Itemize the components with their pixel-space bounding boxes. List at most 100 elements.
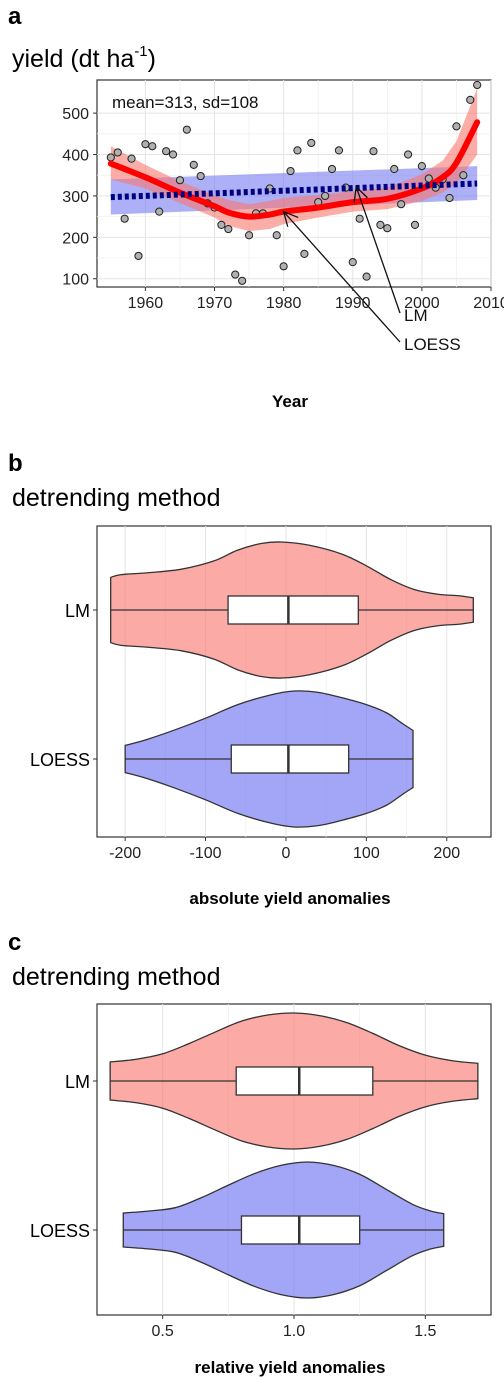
data-point bbox=[189, 160, 198, 169]
panel-a-letter: a bbox=[8, 3, 22, 30]
panel-c-letter: c bbox=[8, 929, 21, 956]
data-point bbox=[383, 224, 392, 233]
data-point bbox=[307, 138, 316, 148]
data-point bbox=[369, 147, 378, 156]
box-lm bbox=[227, 595, 359, 625]
data-point bbox=[141, 140, 150, 149]
data-point bbox=[155, 207, 164, 216]
plot-b-category-loess: LOESS bbox=[30, 750, 90, 770]
x-tick-label: 1.5 bbox=[414, 1323, 436, 1340]
plot-b-xlabel: absolute yield anomalies bbox=[189, 889, 390, 908]
x-tick-label: 0 bbox=[282, 845, 291, 862]
x-tick-label: 1980 bbox=[266, 295, 302, 312]
x-tick-label: 1960 bbox=[128, 295, 164, 312]
data-point bbox=[120, 214, 129, 223]
data-point bbox=[162, 147, 171, 156]
data-point bbox=[452, 122, 461, 131]
plot-c-category-loess: LOESS bbox=[30, 1221, 90, 1241]
box-loess bbox=[240, 1215, 361, 1245]
annotation-mean-sd: mean=313, sd=108 bbox=[112, 93, 259, 112]
data-point bbox=[293, 146, 302, 155]
panel-c-title: detrending method bbox=[12, 963, 220, 991]
data-point bbox=[459, 171, 468, 180]
plot-b-category-lm: LM bbox=[65, 601, 90, 621]
data-point bbox=[321, 191, 330, 201]
data-point bbox=[127, 154, 136, 163]
data-point bbox=[403, 150, 413, 159]
data-point bbox=[334, 146, 344, 155]
data-point bbox=[113, 148, 122, 157]
data-point bbox=[231, 270, 240, 279]
plot-b-ticks: -200 -100 0 100 200 bbox=[93, 609, 460, 862]
data-point bbox=[196, 171, 205, 181]
x-tick-label: 0.5 bbox=[152, 1323, 174, 1340]
panel-b-letter: b bbox=[8, 450, 23, 477]
data-point bbox=[148, 142, 157, 151]
lm-fit-line bbox=[110, 180, 478, 201]
y-tick-label: 100 bbox=[62, 272, 89, 289]
x-tick-label: -200 bbox=[109, 845, 141, 862]
data-point bbox=[376, 220, 385, 229]
data-point bbox=[168, 150, 178, 159]
y-tick-label: 300 bbox=[62, 189, 89, 206]
data-point bbox=[466, 95, 475, 104]
panel-b: b detrending method -200 -100 0 100 200 LM L… bbox=[8, 450, 492, 908]
data-point bbox=[182, 125, 191, 134]
x-tick-label: -100 bbox=[190, 845, 222, 862]
data-point bbox=[417, 162, 426, 171]
plot-b-violins bbox=[110, 541, 474, 828]
data-point bbox=[244, 231, 254, 240]
data-point bbox=[445, 193, 454, 203]
y-tick-label: 200 bbox=[62, 230, 89, 247]
panel-a: a yield (dt ha-1) 1960 1970 1980 1990 2000 20… bbox=[8, 3, 504, 411]
data-point bbox=[397, 200, 406, 209]
x-tick-label: 1990 bbox=[335, 295, 371, 312]
x-tick-label: 1.0 bbox=[283, 1323, 305, 1340]
x-tick-label: 2010 bbox=[473, 295, 504, 312]
plot-c-category-lm: LM bbox=[65, 1072, 90, 1092]
arrow-lm-line bbox=[355, 186, 401, 314]
y-tick-label: 500 bbox=[62, 106, 89, 123]
data-point bbox=[238, 276, 247, 285]
x-tick-label: 1970 bbox=[197, 295, 233, 312]
data-point bbox=[134, 251, 143, 261]
panel-a-title: yield (dt ha-1) bbox=[12, 43, 156, 73]
data-point bbox=[224, 224, 233, 234]
plot-a-ticks: 1960 1970 1980 1990 2000 2010 100 200 300 400 500 bbox=[62, 106, 504, 312]
x-tick-label: 100 bbox=[353, 845, 380, 862]
plot-c-xlabel: relative yield anomalies bbox=[195, 1358, 386, 1377]
x-tick-label: 2000 bbox=[404, 295, 440, 312]
data-point bbox=[279, 262, 288, 271]
arrow-lm-head bbox=[353, 185, 368, 203]
data-point bbox=[348, 258, 357, 267]
plot-a-points bbox=[106, 80, 482, 285]
annotation-loess: LOESS bbox=[404, 335, 461, 354]
plot-a-arrows bbox=[282, 185, 401, 343]
data-point bbox=[473, 80, 482, 90]
annotation-lm: LM bbox=[404, 306, 428, 325]
data-point bbox=[300, 249, 309, 258]
box-lm bbox=[235, 1066, 374, 1096]
data-point bbox=[286, 166, 295, 176]
data-point bbox=[355, 214, 364, 223]
data-point bbox=[106, 153, 115, 162]
data-point bbox=[272, 231, 281, 240]
plot-c-violins bbox=[109, 1012, 479, 1299]
data-point bbox=[424, 174, 433, 183]
data-point bbox=[217, 220, 226, 229]
panel-b-title: detrending method bbox=[12, 484, 220, 512]
box-loess bbox=[230, 744, 350, 774]
x-tick-label: 200 bbox=[433, 845, 460, 862]
data-point bbox=[327, 164, 337, 174]
data-point bbox=[175, 176, 185, 185]
y-tick-label: 400 bbox=[62, 148, 89, 165]
panel-c: c detrending method 0.5 1.0 1.5 LM LOESS r… bbox=[8, 929, 492, 1377]
data-point bbox=[362, 272, 371, 281]
data-point bbox=[390, 164, 399, 174]
arrow-loess-line bbox=[283, 211, 401, 343]
arrow-loess-head bbox=[282, 210, 299, 227]
plot-a-xlabel: Year bbox=[272, 392, 308, 411]
data-point bbox=[410, 220, 420, 229]
plot-c-ticks: 0.5 1.0 1.5 bbox=[93, 1080, 437, 1340]
